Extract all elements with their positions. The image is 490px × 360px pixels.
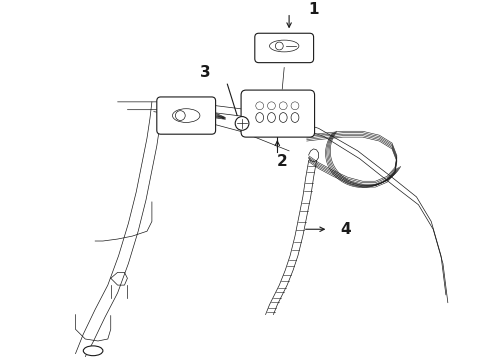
- Ellipse shape: [279, 113, 287, 122]
- Ellipse shape: [291, 113, 299, 122]
- Circle shape: [275, 42, 283, 50]
- FancyBboxPatch shape: [157, 97, 216, 134]
- Circle shape: [235, 117, 249, 130]
- Ellipse shape: [279, 102, 287, 110]
- Ellipse shape: [268, 113, 275, 122]
- Ellipse shape: [256, 102, 264, 110]
- Ellipse shape: [268, 102, 275, 110]
- Ellipse shape: [291, 102, 299, 110]
- Circle shape: [175, 111, 185, 121]
- Text: 1: 1: [308, 2, 319, 17]
- FancyBboxPatch shape: [255, 33, 314, 63]
- Ellipse shape: [270, 40, 299, 52]
- Text: 4: 4: [340, 222, 351, 237]
- Text: 3: 3: [199, 65, 210, 80]
- Ellipse shape: [83, 346, 103, 356]
- Ellipse shape: [172, 109, 200, 122]
- FancyBboxPatch shape: [241, 90, 315, 137]
- Ellipse shape: [256, 113, 264, 122]
- Text: 2: 2: [277, 154, 288, 169]
